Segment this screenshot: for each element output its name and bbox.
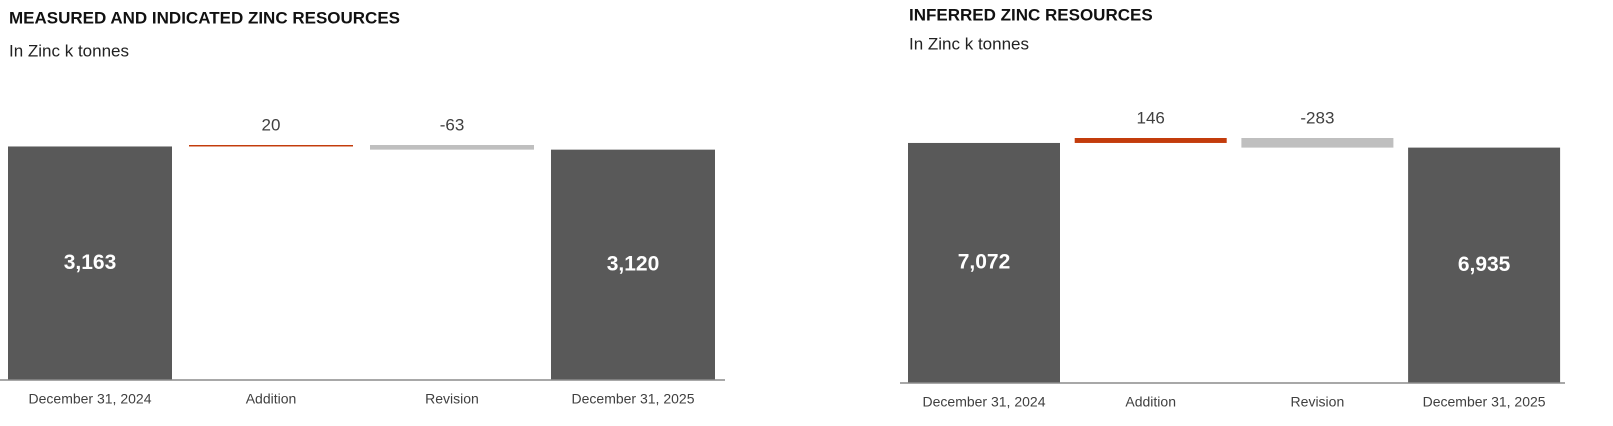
total-label: 3,163 xyxy=(64,251,117,274)
bar xyxy=(189,145,353,147)
chart-title: INFERRED ZINC RESOURCES xyxy=(909,5,1153,24)
x-tick-label: Revision xyxy=(425,391,479,407)
bar xyxy=(8,146,172,380)
x-tick-label: December 31, 2024 xyxy=(923,394,1046,410)
total-label: 3,120 xyxy=(607,252,660,275)
chart-title: MEASURED AND INDICATED ZINC RESOURCES xyxy=(9,8,400,27)
bar xyxy=(1408,147,1561,383)
bar xyxy=(370,145,534,150)
total-label: 7,072 xyxy=(958,251,1011,274)
bar xyxy=(1241,138,1394,148)
bar xyxy=(551,149,715,380)
value-label: 20 xyxy=(262,115,281,134)
x-tick-label: Revision xyxy=(1291,394,1345,410)
x-tick-label: December 31, 2025 xyxy=(572,391,695,407)
value-label: -283 xyxy=(1300,108,1334,127)
x-tick-label: Addition xyxy=(1125,394,1176,410)
x-tick-label: December 31, 2024 xyxy=(29,391,152,407)
total-label: 6,935 xyxy=(1458,253,1511,276)
x-tick-label: Addition xyxy=(246,391,297,407)
value-label: -63 xyxy=(440,115,465,134)
x-tick-label: December 31, 2025 xyxy=(1423,394,1546,410)
chart-subtitle: In Zinc k tonnes xyxy=(9,41,129,60)
bar xyxy=(908,142,1060,383)
value-label: 146 xyxy=(1137,108,1165,127)
chart-subtitle: In Zinc k tonnes xyxy=(909,34,1029,53)
bar xyxy=(1074,138,1227,143)
